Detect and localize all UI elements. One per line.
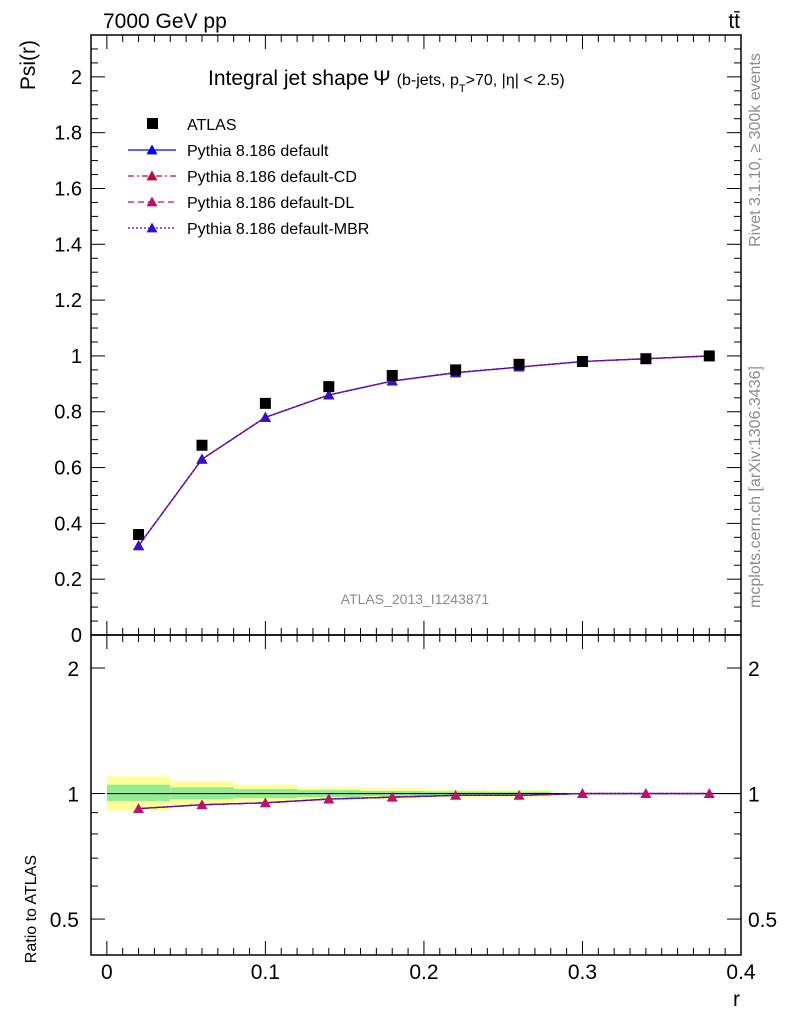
y-tick-label: 2 — [71, 67, 82, 89]
legend-marker-dl — [146, 196, 158, 207]
ratio-panel-frame — [90, 634, 742, 956]
series-point-mbr — [133, 540, 145, 551]
chart-title-sub-a: (b-jets, p — [397, 72, 459, 89]
ratio-point — [576, 788, 588, 798]
chart-title-main: Integral jet shape — [208, 67, 369, 90]
y-tick-label: 1 — [71, 346, 82, 368]
data-point-atlas — [513, 358, 525, 370]
ratio-y-tick-label-left: 2 — [67, 658, 79, 681]
ratio-point — [386, 791, 398, 802]
x-axis-label: r — [733, 988, 740, 1011]
legend-label: Pythia 8.186 default-MBR — [187, 221, 369, 238]
main-y-axis-label: Psi(r) — [17, 40, 40, 90]
series-line-default — [138, 355, 710, 547]
y-tick-label: 0.2 — [54, 569, 82, 591]
rivet-label: Rivet 3.1.10, ≥ 300k events — [747, 53, 764, 247]
ratio-point — [450, 789, 462, 800]
legend-marker-cd — [146, 170, 158, 181]
chart-title: Integral jet shape Ψ (b-jets, pT>70, |η| <… — [208, 67, 565, 95]
y-tick-label: 1.2 — [54, 290, 82, 312]
process-label: tt̄ — [728, 10, 740, 33]
series-line-cd — [138, 355, 710, 547]
energy-label: 7000 GeV pp — [103, 10, 227, 33]
analysis-watermark: ATLAS_2013_I1243871 — [341, 591, 490, 607]
legend-marker-default — [146, 144, 158, 155]
legend-label: Pythia 8.186 default-DL — [187, 195, 354, 212]
y-tick-label: 1.4 — [54, 234, 82, 256]
data-point-atlas — [703, 350, 715, 362]
data-point-atlas — [133, 529, 145, 541]
series-point-mbr — [196, 453, 208, 464]
x-tick-label: 0.2 — [409, 961, 438, 984]
ratio-line-mbr — [138, 792, 710, 810]
data-point-atlas — [323, 381, 335, 393]
x-tick-label: 0.4 — [726, 961, 756, 984]
chart-title-sub-b: >70, |η| < 2.5) — [466, 72, 565, 89]
legend-marker-mbr — [146, 222, 158, 233]
ratio-point — [323, 793, 335, 804]
data-point-atlas — [640, 353, 652, 365]
legend: ATLAS Pythia 8.186 default Pythia 8.186 de… — [128, 117, 369, 238]
y-tick-label: 0.6 — [54, 458, 82, 480]
series-line-dl — [138, 355, 710, 547]
data-point-atlas — [576, 356, 588, 368]
data-point-atlas — [386, 369, 398, 381]
ratio-point — [259, 797, 271, 808]
x-tick-label: 0.1 — [251, 961, 280, 984]
series-point-mbr — [259, 411, 271, 422]
chart-title-sub-t: T — [459, 83, 466, 95]
ratio-point — [703, 788, 715, 798]
ratio-y-tick-label-left: 0.5 — [50, 909, 79, 932]
y-tick-label: 1.8 — [54, 123, 82, 145]
data-point-atlas — [450, 364, 462, 376]
x-tick-label: 0.3 — [568, 961, 597, 984]
legend-label: Pythia 8.186 default-CD — [187, 169, 357, 186]
ratio-point — [513, 789, 525, 800]
y-tick-label: 1.6 — [54, 178, 82, 200]
band-inner — [106, 784, 171, 801]
ratio-y-tick-label-right: 1 — [748, 784, 760, 807]
ratio-y-tick-label-right: 0.5 — [748, 909, 777, 932]
ratio-point — [640, 788, 652, 798]
y-tick-label: 0.4 — [54, 513, 82, 535]
mcplots-label: mcplots.cern.ch [arXiv:1306.3436] — [747, 366, 764, 608]
legend-marker-atlas — [147, 118, 158, 129]
ratio-y-axis-label: Ratio to ATLAS — [23, 855, 40, 963]
series-line-mbr — [138, 355, 710, 547]
ratio-point — [133, 803, 145, 814]
data-point-atlas — [259, 397, 271, 409]
main-plot-area: 0 0.2 0.4 0.6 0.8 1 1.2 1.4 1.6 1.8 2 — [54, 34, 742, 955]
legend-label: Pythia 8.186 default — [187, 143, 329, 160]
ratio-y-tick-label-left: 1 — [67, 784, 79, 807]
ratio-y-tick-label-right: 2 — [748, 658, 760, 681]
chart-title-psi: Ψ — [373, 67, 391, 90]
y-tick-label: 0.8 — [54, 402, 82, 424]
ratio-point — [196, 799, 208, 810]
y-tick-label: 0 — [71, 625, 82, 647]
data-point-atlas — [196, 439, 208, 451]
legend-label: ATLAS — [187, 117, 237, 134]
ratio-plot-area: 0 0.1 0.2 0.3 0.4 0.5 0.5 1 1 2 2 — [50, 35, 777, 984]
series-point-mbr — [323, 389, 335, 400]
x-tick-label: 0 — [101, 961, 113, 984]
